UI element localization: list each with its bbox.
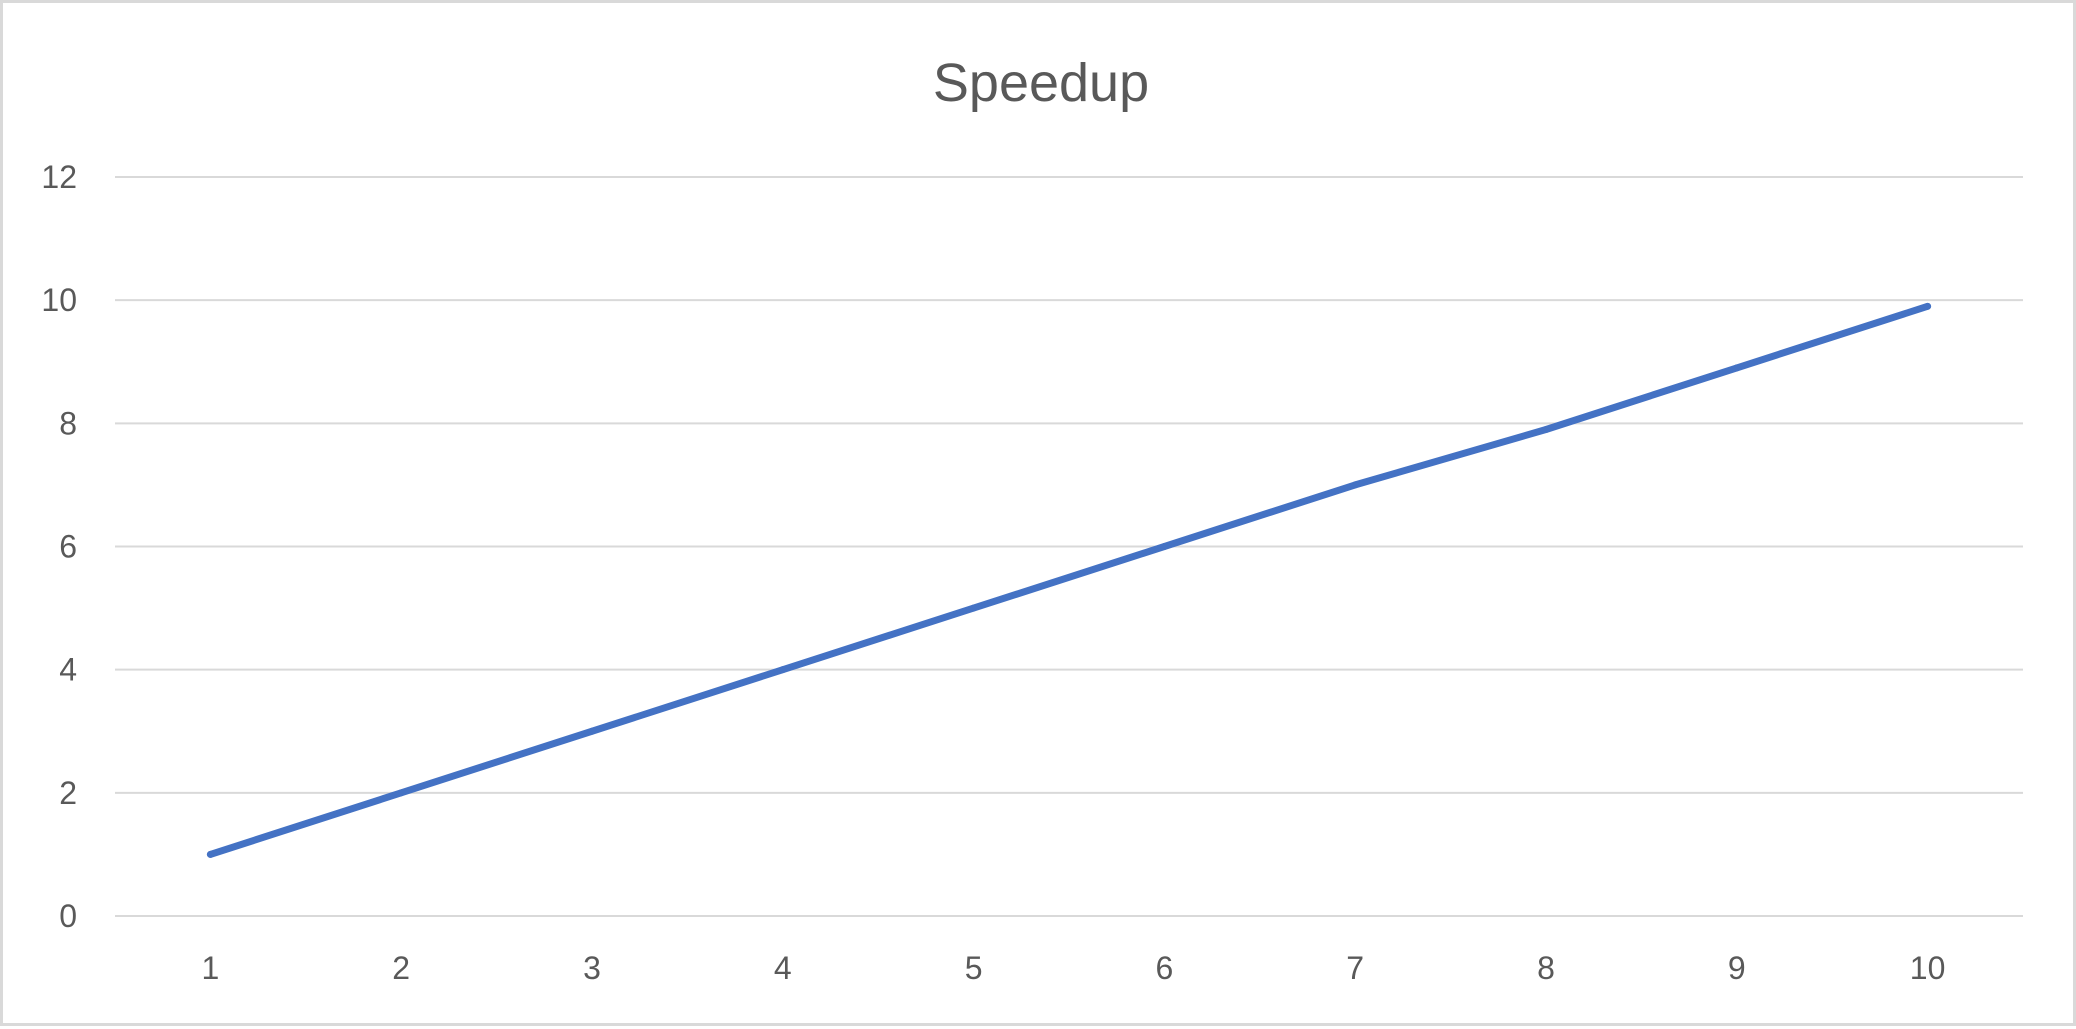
y-tick-label: 2 [59,775,77,811]
y-tick-label: 10 [41,282,77,318]
data-point [1351,481,1359,489]
x-tick-label: 8 [1537,950,1555,986]
series-layer [206,302,1932,858]
data-point [1733,364,1741,372]
data-point [779,666,787,674]
x-axis-ticks: 1 2 3 4 5 6 7 8 9 10 [202,950,1946,986]
series-line [206,302,1932,858]
data-point [397,789,405,797]
y-tick-label: 4 [59,652,77,688]
data-point [206,850,214,858]
data-point [970,604,978,612]
x-tick-label: 2 [392,950,410,986]
data-point [1924,302,1932,310]
x-tick-label: 5 [965,950,983,986]
chart-title: Speedup [933,53,1149,113]
x-tick-label: 3 [583,950,601,986]
y-tick-label: 6 [59,529,77,565]
y-tick-label: 12 [41,159,77,195]
data-point [1542,425,1550,433]
y-tick-label: 0 [59,898,77,934]
gridlines [115,176,2023,917]
x-tick-label: 7 [1346,950,1364,986]
y-axis-ticks: 0 2 4 6 8 10 12 [41,159,77,934]
x-tick-label: 1 [202,950,220,986]
x-tick-label: 9 [1728,950,1746,986]
x-tick-label: 10 [1910,950,1946,986]
data-point [588,727,596,735]
x-tick-label: 6 [1156,950,1174,986]
y-tick-label: 8 [59,405,77,441]
x-tick-label: 4 [774,950,792,986]
data-point [1160,543,1168,550]
